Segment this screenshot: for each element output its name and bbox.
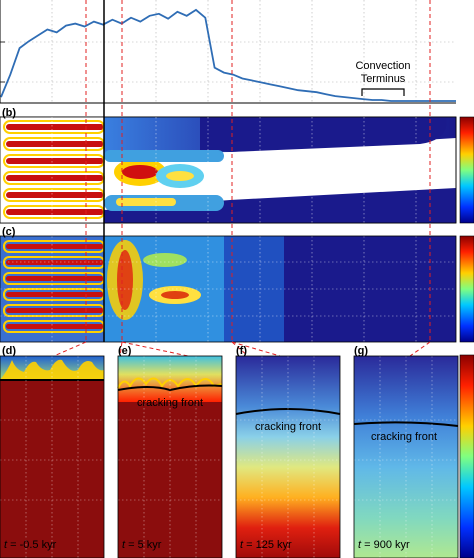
panel-b-label: (b): [2, 107, 16, 119]
panel-a: Convection Terminus: [0, 0, 456, 104]
panel-c: (c): [0, 226, 457, 343]
terminus-label-1: Convection: [355, 60, 410, 72]
convection-terminus-annotation: Convection Terminus: [355, 60, 411, 96]
panel-b-grid: [51, 117, 417, 223]
series-line-0: [0, 8, 456, 102]
cracking-front-label-e: cracking front: [137, 397, 203, 409]
time-label-g: t = 900 kyr: [358, 539, 410, 551]
panel-b: (b): [0, 107, 457, 224]
cracking-front-label-f: cracking front: [255, 421, 321, 433]
terminus-label-2: Terminus: [361, 73, 406, 85]
panel-e-label: (e): [118, 345, 132, 357]
panel-e: cracking front (e) t = 5 kyr: [117, 345, 223, 558]
panel-d: (d) t = -0.5 kyr: [0, 345, 105, 558]
panel-f-label: (f): [236, 345, 247, 357]
panel-g: cracking front (g) t = 900 kyr: [353, 345, 459, 558]
panel-f: cracking front (f) t = 125 kyr: [235, 345, 341, 558]
panel-c-grid: [0, 236, 456, 342]
time-label-e: t = 5 kyr: [122, 539, 162, 551]
panel-d-label: (d): [2, 345, 16, 357]
data-series: [0, 8, 456, 102]
terminus-bracket: [361, 88, 405, 96]
panel-g-label: (g): [354, 345, 368, 357]
panel-c-streaks: [3, 240, 105, 333]
time-label-d: t = -0.5 kyr: [4, 539, 57, 551]
panel-a-grid: [0, 0, 456, 103]
cracking-front-label-g: cracking front: [371, 431, 437, 443]
panel-b-blobs: [104, 117, 456, 223]
panel-c-label: (c): [2, 226, 16, 238]
colorbars: [459, 116, 474, 558]
time-markers: [53, 0, 431, 357]
time-label-f: t = 125 kyr: [240, 539, 292, 551]
